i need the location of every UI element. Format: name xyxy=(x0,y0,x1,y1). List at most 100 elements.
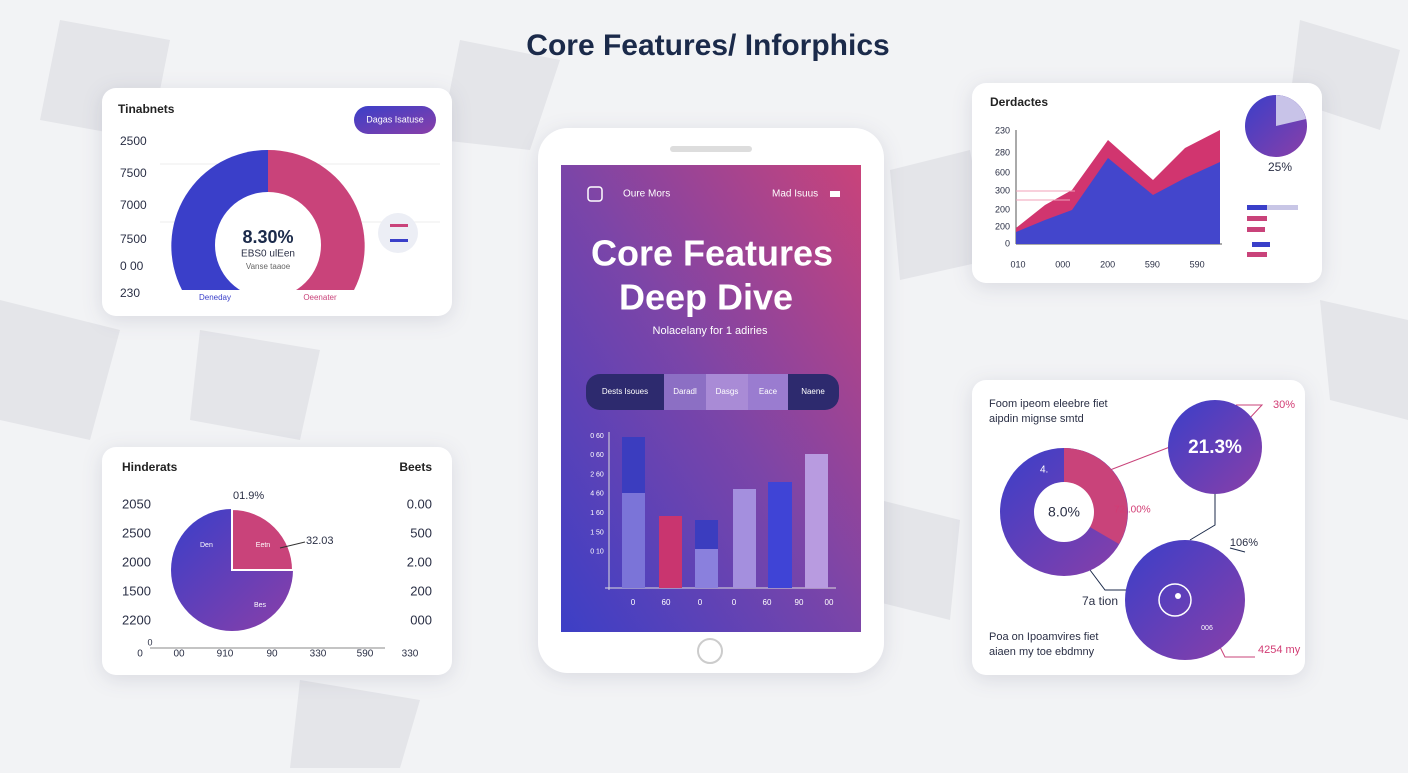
axis-label: 2050 xyxy=(122,496,151,511)
axis-label: 330 xyxy=(402,649,419,660)
legend-bar xyxy=(390,239,408,242)
axis-label: 590 xyxy=(1145,259,1160,269)
body-text: aiaen my toe ebdmny xyxy=(989,646,1095,658)
axis-label: 000 xyxy=(410,612,432,627)
pie-slice xyxy=(1276,95,1306,126)
donut-callout: 72 .00% xyxy=(1114,505,1151,516)
card-title: Beets xyxy=(399,460,432,474)
slice-label: Eetn xyxy=(256,542,271,549)
tab[interactable] xyxy=(706,374,748,410)
axis-label: 7500 xyxy=(120,166,147,180)
axis-label: 300 xyxy=(995,185,1010,195)
tab[interactable] xyxy=(748,374,788,410)
nav-icon[interactable] xyxy=(587,186,603,202)
axis-label: 60 xyxy=(662,598,671,607)
axis-label: 230 xyxy=(120,286,140,300)
body-text: aipdin mignse smtd xyxy=(989,413,1084,425)
connectors xyxy=(1089,494,1246,591)
hero-title: Core Features xyxy=(591,233,833,274)
card-title: Hinderats xyxy=(122,460,178,474)
axis-label: 0 xyxy=(631,598,636,607)
axis-label: 0 60 xyxy=(590,452,604,459)
target-callout: 106% xyxy=(1230,537,1258,549)
axis-label: 90 xyxy=(795,598,804,607)
axis-label: 60 xyxy=(763,598,772,607)
bg-shape xyxy=(1320,300,1408,420)
axis-label: 4 60 xyxy=(590,491,604,498)
axis-label: 0.00 xyxy=(407,496,432,511)
bg-shape xyxy=(440,40,560,150)
axis-label: 910 xyxy=(217,649,234,660)
axis-label: 0 xyxy=(732,598,737,607)
bar xyxy=(659,516,682,588)
legend-bar xyxy=(1247,227,1265,232)
axis-label: 2200 xyxy=(122,612,151,627)
card-title: Derdactes xyxy=(990,95,1048,109)
target-bubble xyxy=(1125,540,1245,660)
slice-label: Den xyxy=(200,542,213,549)
tab-label: Eace xyxy=(759,387,778,396)
button[interactable] xyxy=(354,106,436,134)
bars xyxy=(622,437,828,588)
origin-label: 0 xyxy=(147,637,152,647)
callout-line xyxy=(279,541,306,549)
nav-item[interactable]: Oure Mors xyxy=(623,189,670,200)
axis-label: 1500 xyxy=(122,583,151,598)
axis-label: 2.00 xyxy=(407,554,432,569)
legend-item: Oeenater xyxy=(303,293,337,302)
bottom-callout: 4254 my xyxy=(1258,644,1301,656)
connector xyxy=(1229,547,1246,553)
axis-label: 200 xyxy=(995,204,1010,214)
donut-note: 4. xyxy=(1040,465,1048,476)
center-value: 8.30% xyxy=(242,227,293,247)
tab[interactable] xyxy=(664,374,706,410)
legend-bar xyxy=(1247,252,1267,257)
bg-shape xyxy=(290,680,420,768)
bg-shape xyxy=(890,150,990,280)
axis-label: 200 xyxy=(410,583,432,598)
axis-label: 0 60 xyxy=(590,433,604,440)
slice-label: Bes xyxy=(254,602,267,609)
axis-label: 590 xyxy=(357,649,374,660)
tab-label: Naene xyxy=(801,387,825,396)
axis-label: 1 50 xyxy=(590,529,604,536)
center-line: Vanse taaoe xyxy=(246,262,291,271)
donut-value: 8.0% xyxy=(1048,504,1080,520)
bar xyxy=(695,549,718,588)
bar xyxy=(733,489,756,588)
bubble-callout: 30% xyxy=(1273,399,1295,411)
legend-bar xyxy=(1247,216,1267,221)
axis-label: 2000 xyxy=(122,554,151,569)
axis-label: 0 00 xyxy=(120,259,144,273)
button-label[interactable]: Dagas Isatuse xyxy=(366,114,424,124)
axis-label: 200 xyxy=(995,221,1010,231)
home-button[interactable] xyxy=(697,638,723,664)
nav-icon[interactable] xyxy=(830,191,840,197)
center-line: EBS0 ulEen xyxy=(241,249,295,260)
target-icon xyxy=(1158,583,1192,617)
tab-label: Daradl xyxy=(673,387,697,396)
bg-shape xyxy=(870,500,960,620)
donut-hole xyxy=(1034,482,1094,542)
axis-label: 7000 xyxy=(120,198,147,212)
axis-label: 330 xyxy=(310,649,327,660)
tabs: Dests Isoues Daradl Dasgs Eace Naene xyxy=(602,387,825,396)
card-title: Tinabnets xyxy=(118,102,175,116)
axis-labels: 2500 7500 7000 7500 0 00 230 xyxy=(120,134,147,300)
legend-bar xyxy=(1247,205,1267,210)
axis-label: 1 60 xyxy=(590,510,604,517)
callout: 01.9% xyxy=(233,490,264,502)
page-title: Core Features/ Inforphics xyxy=(526,29,889,62)
bar xyxy=(768,482,792,588)
axis-label: 2 60 xyxy=(590,471,604,478)
legend-item: Deneday xyxy=(199,293,231,302)
bg-shapes xyxy=(0,20,1408,768)
connector xyxy=(1236,404,1264,421)
connector xyxy=(1089,569,1130,591)
axis-label: 590 xyxy=(1190,259,1205,269)
body-text: Foom ipeom eleebre fiet xyxy=(989,398,1108,410)
connector xyxy=(1109,444,1176,471)
nav-item[interactable]: Mad Isuus xyxy=(772,189,818,200)
axis-label: 000 xyxy=(1055,259,1070,269)
